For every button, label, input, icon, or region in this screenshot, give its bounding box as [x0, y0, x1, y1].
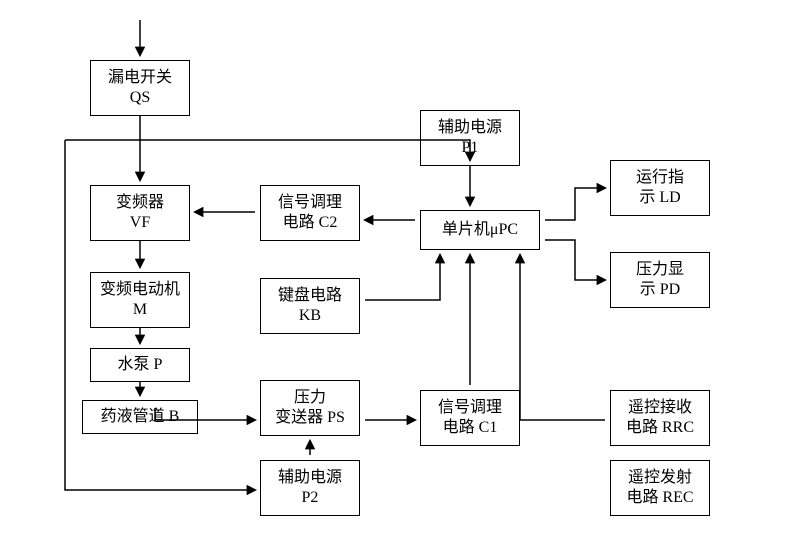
- node-p2: 辅助电源 P2: [260, 460, 360, 516]
- node-c1: 信号调理 电路 C1: [420, 390, 520, 446]
- node-rrc: 遥控接收 电路 RRC: [610, 390, 710, 446]
- node-vf: 变频器 VF: [90, 185, 190, 241]
- node-kb: 键盘电路 KB: [260, 278, 360, 334]
- node-ld: 运行指 示 LD: [610, 160, 710, 216]
- diagram-canvas: 漏电开关 QS 变频器 VF 变频电动机 M 水泵 P 药液管道 B 信号调理 …: [0, 0, 800, 548]
- node-ps: 压力 变送器 PS: [260, 380, 360, 436]
- node-c2: 信号调理 电路 C2: [260, 185, 360, 241]
- node-p: 水泵 P: [90, 348, 190, 382]
- node-qs: 漏电开关 QS: [90, 60, 190, 116]
- node-p1: 辅助电源 P1: [420, 110, 520, 166]
- node-upc: 单片机μPC: [420, 210, 540, 250]
- node-rec: 遥控发射 电路 REC: [610, 460, 710, 516]
- node-pd: 压力显 示 PD: [610, 252, 710, 308]
- node-b: 药液管道 B: [82, 400, 198, 434]
- node-m: 变频电动机 M: [90, 272, 190, 328]
